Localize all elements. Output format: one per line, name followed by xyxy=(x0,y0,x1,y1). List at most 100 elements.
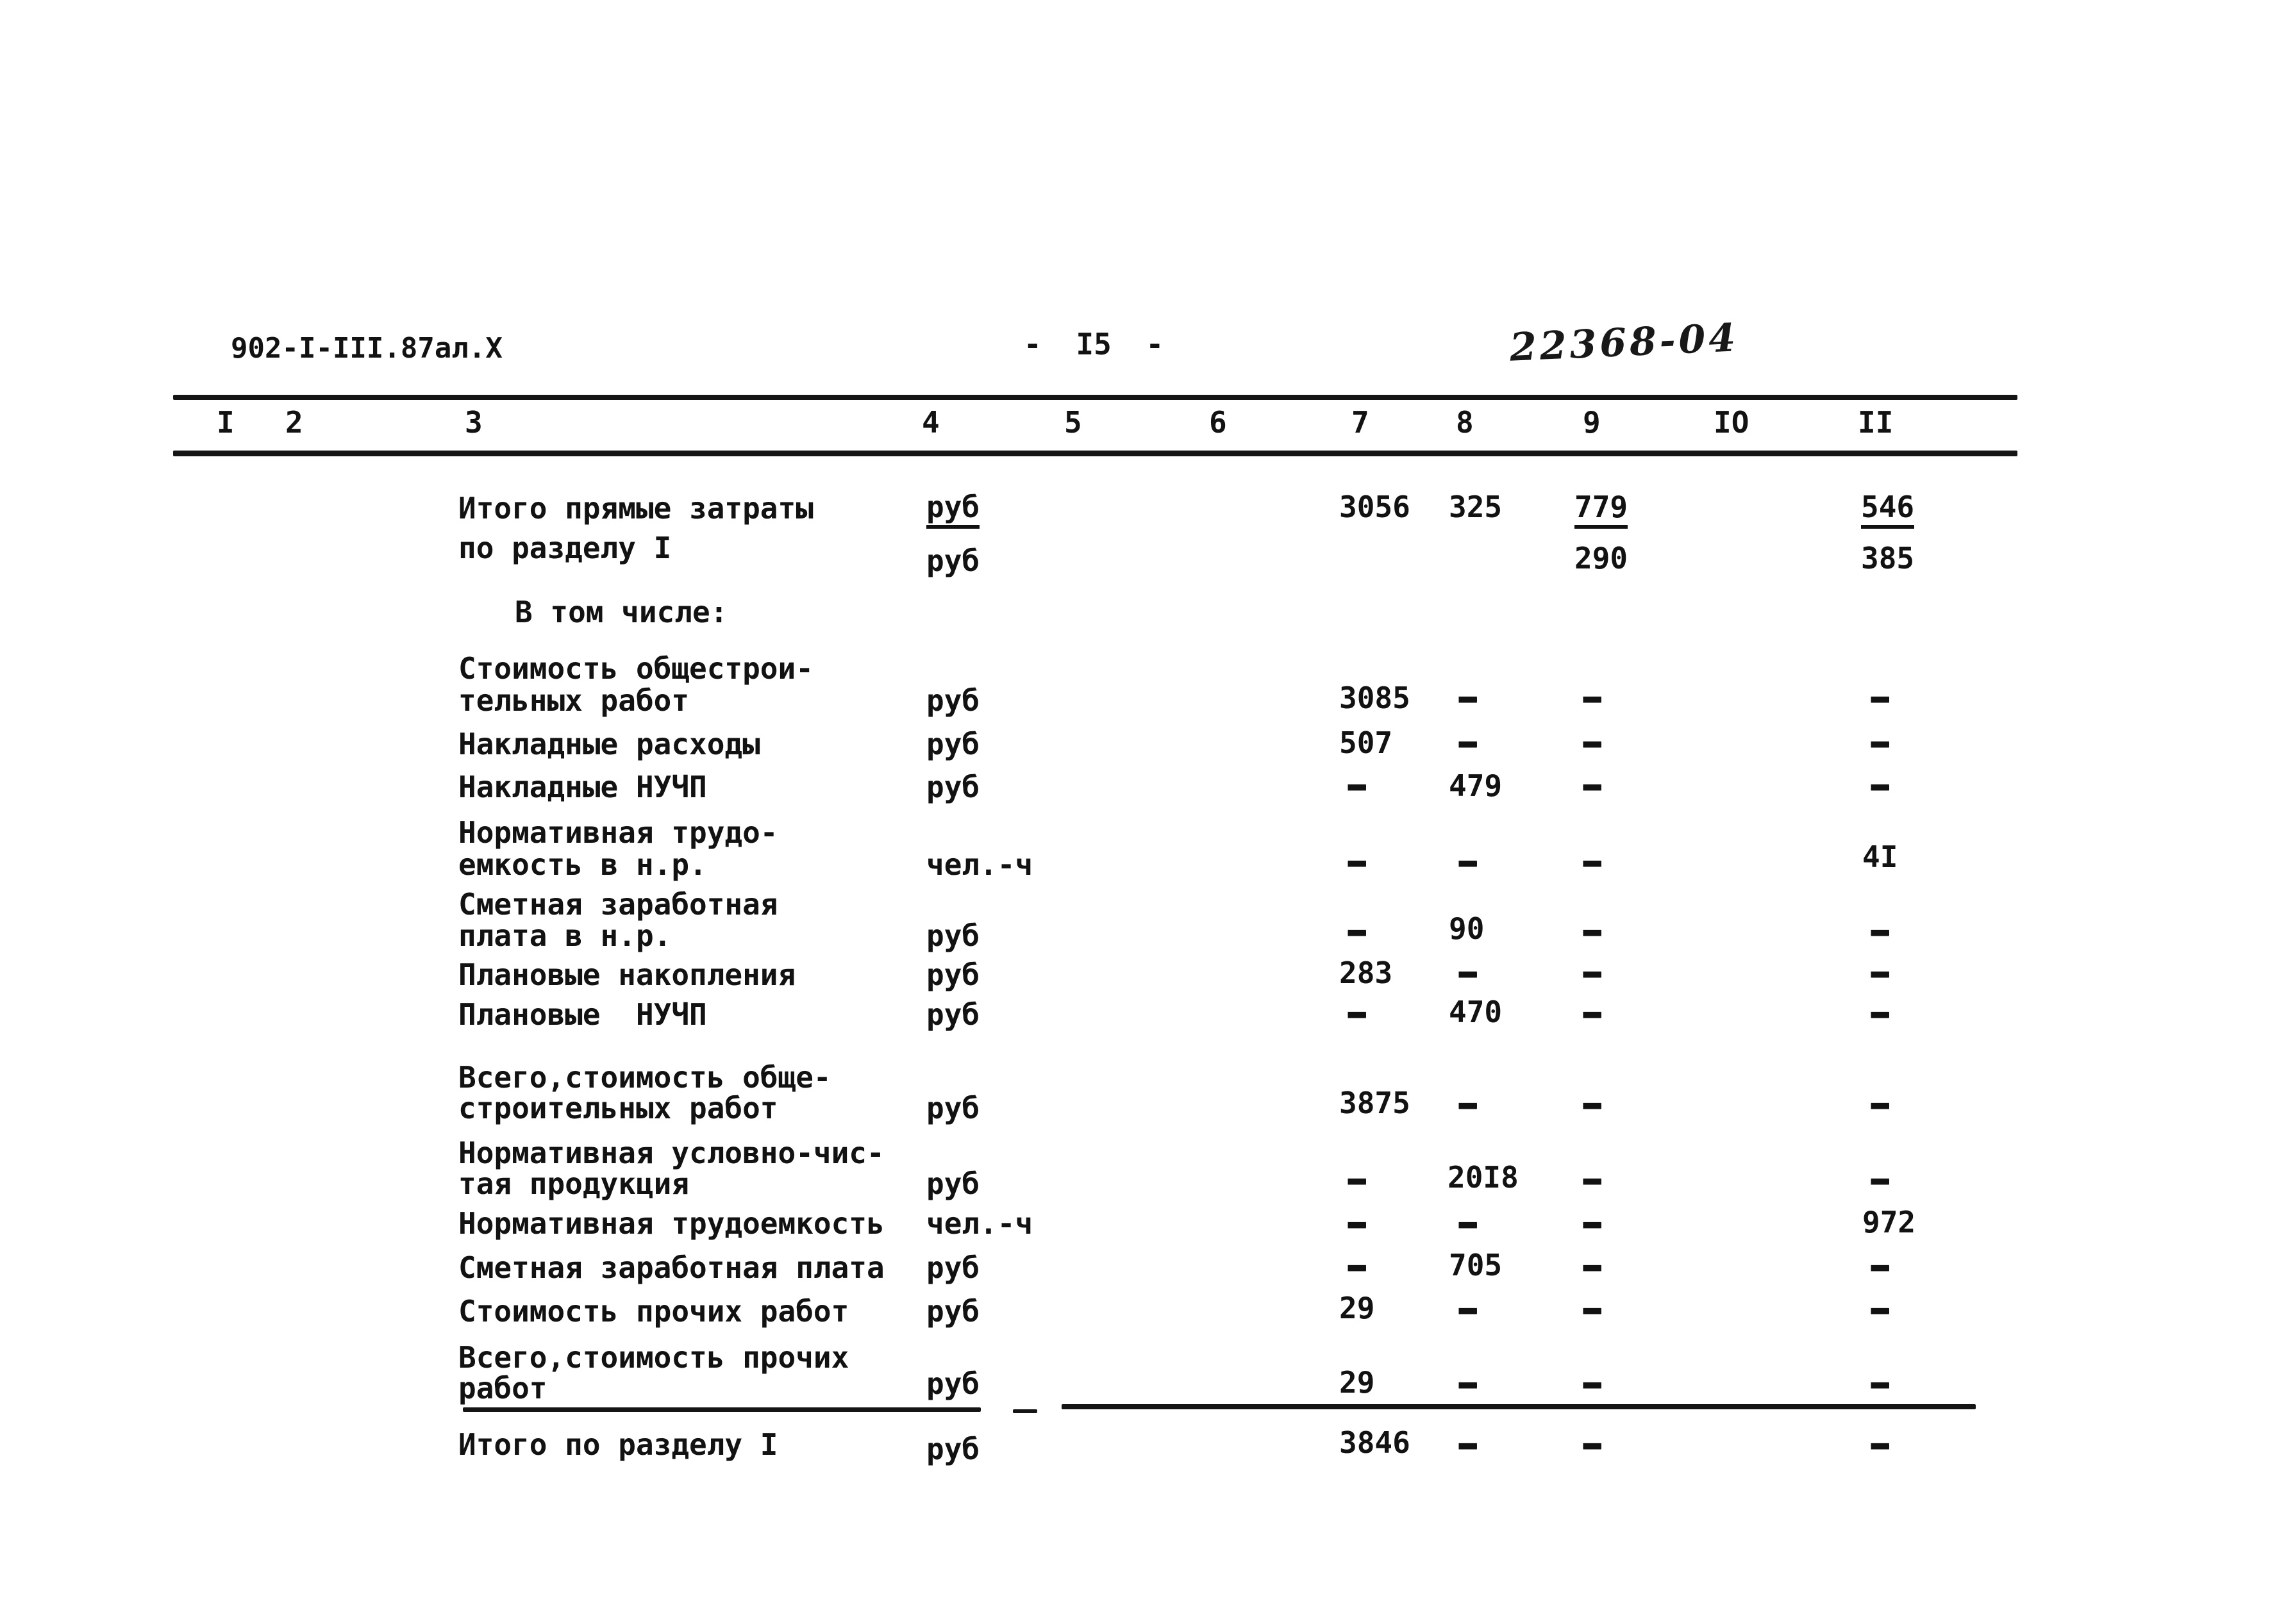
dash: - xyxy=(1574,1249,1610,1284)
row-label: работ xyxy=(458,1371,547,1405)
dash: - xyxy=(1574,996,1610,1031)
value-cell-col11: - xyxy=(1862,683,1898,713)
value-cell-col9: - xyxy=(1574,771,1610,800)
dash: - xyxy=(1450,956,1486,990)
value-cell-col9: - xyxy=(1574,847,1610,877)
column-header-6: 6 xyxy=(1209,405,1227,440)
value-cell-col11: - xyxy=(1862,1369,1898,1398)
column-header-1: I xyxy=(217,405,235,440)
value-cell-col11: - xyxy=(1862,1165,1898,1195)
row-label: Нормативная условно-чис- xyxy=(458,1136,885,1170)
value-cell-col11-denominator: 385 xyxy=(1861,541,1915,576)
dash: - xyxy=(1450,845,1486,879)
value-cell-col11: 972 xyxy=(1862,1205,1916,1239)
dash: - xyxy=(1450,725,1486,760)
value-cell-col8: 90 xyxy=(1449,911,1485,946)
value-cell-col11-numerator: 546 xyxy=(1861,492,1915,529)
unit-cell: руб xyxy=(926,1166,980,1201)
section-subheader: В том числе: xyxy=(515,595,728,629)
value-cell-col7: 283 xyxy=(1339,956,1393,990)
dash: - xyxy=(1574,845,1610,879)
value-cell-col7: - xyxy=(1339,1252,1374,1281)
dash: - xyxy=(1450,1087,1486,1122)
unit-cell: руб xyxy=(926,727,980,761)
value-cell-col11: - xyxy=(1862,998,1898,1028)
unit-cell: руб xyxy=(926,1366,980,1401)
stamp-number: 22368-04 xyxy=(1508,315,1740,370)
value-cell-col7: - xyxy=(1339,771,1374,800)
unit-cell: руб xyxy=(926,997,980,1032)
value-cell-col8: - xyxy=(1450,728,1485,758)
value-cell-col9-numerator: 779 xyxy=(1574,492,1628,529)
row-label: Всего,стоимость обще- xyxy=(458,1060,831,1095)
unit-cell: руб xyxy=(926,492,980,529)
value-cell-col11: - xyxy=(1862,1252,1898,1281)
value-cell-col7: 29 xyxy=(1339,1365,1375,1400)
value-cell-col8: - xyxy=(1450,683,1485,713)
value-cell-col9: - xyxy=(1574,916,1610,946)
unit-cell: руб xyxy=(926,683,980,718)
column-header-4: 4 xyxy=(922,405,940,440)
value-cell-col7: 3085 xyxy=(1339,681,1410,715)
dash: - xyxy=(1862,956,1898,990)
totals-rule-right-segment xyxy=(1062,1404,1976,1409)
row-label: Нормативная трудоемкость xyxy=(458,1206,885,1241)
column-header-9: 9 xyxy=(1583,405,1601,440)
row-label: тая продукция xyxy=(458,1166,690,1201)
dash: - xyxy=(1339,996,1375,1031)
dash: - xyxy=(1339,1163,1375,1197)
value-cell-col9: - xyxy=(1574,1369,1610,1398)
value-cell-col11: 4I xyxy=(1862,840,1898,874)
value-cell-col11: - xyxy=(1862,1295,1898,1324)
row-label: плата в н.р. xyxy=(458,918,672,953)
value-cell-col9: - xyxy=(1574,1252,1610,1281)
dash: - xyxy=(1574,1292,1610,1327)
value-cell-col9: - xyxy=(1574,683,1610,713)
row-label: Всего,стоимость прочих xyxy=(458,1340,849,1375)
value-cell-col9: - xyxy=(1574,1430,1610,1459)
column-header-2: 2 xyxy=(285,405,303,440)
dash: - xyxy=(1862,1366,1898,1401)
dash: - xyxy=(1450,681,1486,715)
unit-cell: руб xyxy=(926,957,980,992)
dash: - xyxy=(1862,681,1898,715)
page-number: - I5 - xyxy=(1024,327,1164,361)
value-cell-col9: - xyxy=(1574,1090,1610,1119)
dash: - xyxy=(1862,1292,1898,1327)
dash: - xyxy=(1862,1249,1898,1284)
unit-cell: руб xyxy=(926,1432,980,1466)
value-cell-col7: 29 xyxy=(1339,1291,1375,1325)
dash: - xyxy=(1450,1427,1486,1462)
value-cell-col8: - xyxy=(1450,1369,1485,1398)
row-label: Стоимость общестрои- xyxy=(458,651,814,686)
value-cell-col8: - xyxy=(1450,1295,1485,1324)
value-cell-col7: - xyxy=(1339,1165,1374,1195)
dash: - xyxy=(1339,768,1375,803)
value-cell-col9: - xyxy=(1574,1209,1610,1238)
row-label: по разделу I xyxy=(458,531,672,565)
value-cell-col7: 3875 xyxy=(1339,1086,1410,1120)
dash: - xyxy=(1574,768,1610,803)
row-label: тельных работ xyxy=(458,683,690,718)
value-cell-col7: - xyxy=(1339,1209,1374,1238)
unit-cell: руб xyxy=(926,770,980,804)
dash: - xyxy=(1574,681,1610,715)
column-header-10: IO xyxy=(1714,405,1749,440)
value-cell-col9-denominator: 290 xyxy=(1574,541,1628,576)
value-cell-col8: 479 xyxy=(1449,768,1503,803)
dash: - xyxy=(1450,1206,1486,1241)
value-cell-col9: - xyxy=(1574,958,1610,988)
dash: - xyxy=(1862,914,1898,949)
totals-rule-left-segment xyxy=(463,1407,981,1412)
dash: - xyxy=(1574,956,1610,990)
value-cell-col11: - xyxy=(1862,1430,1898,1459)
dash: - xyxy=(1339,1249,1375,1284)
row-label: Нормативная трудо- xyxy=(458,815,778,850)
unit-cell: руб xyxy=(926,543,980,578)
value-cell-col8: 705 xyxy=(1449,1248,1503,1282)
column-header-7: 7 xyxy=(1351,405,1369,440)
column-header-5: 5 xyxy=(1064,405,1082,440)
totals-rule-dash xyxy=(1013,1409,1037,1413)
value-cell-col7: 3056 xyxy=(1339,490,1410,524)
value-cell-col9: - xyxy=(1574,998,1610,1028)
